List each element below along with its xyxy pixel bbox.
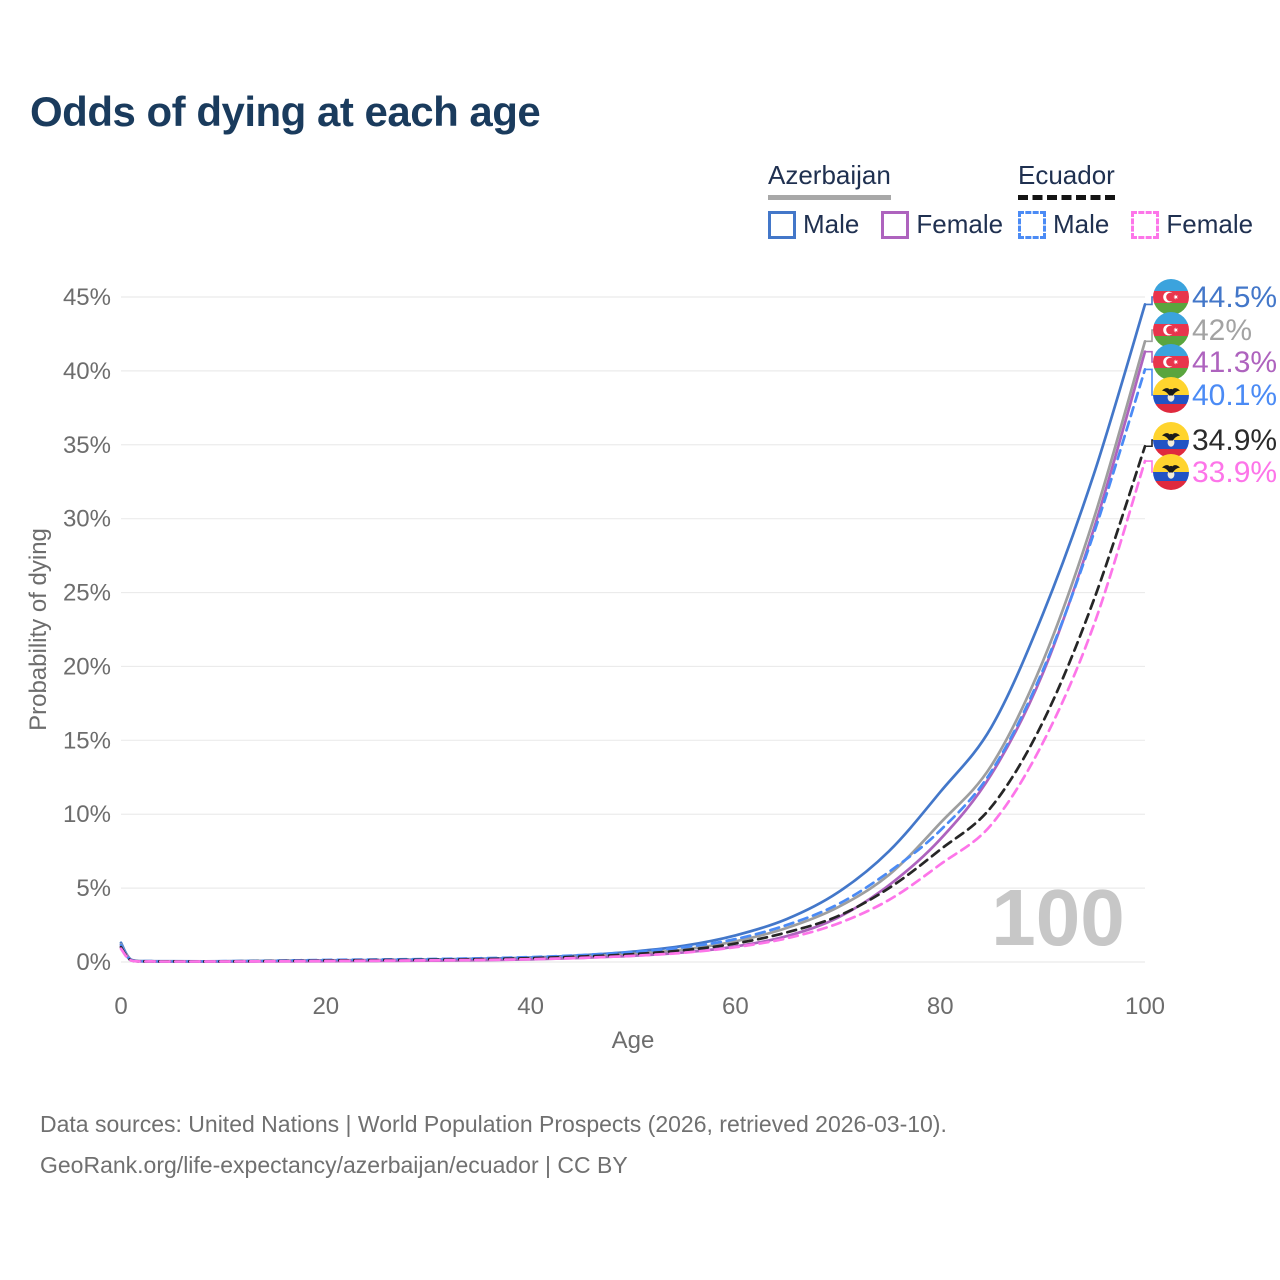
ecuador-male-swatch-icon bbox=[1018, 210, 1046, 239]
attribution-text: GeoRank.org/life-expectancy/azerbaijan/e… bbox=[40, 1152, 628, 1178]
legend-ecuador: Ecuador Male Female bbox=[1018, 160, 1253, 240]
azerbaijan-flag-icon bbox=[1153, 312, 1189, 348]
y-axis-title: Probability of dying bbox=[25, 528, 52, 731]
legend-item-azerbaijan-female[interactable]: Female bbox=[881, 209, 1003, 240]
y-tick-label: 30% bbox=[63, 506, 111, 533]
y-tick-label: 20% bbox=[63, 653, 111, 680]
ecuador-flag-icon bbox=[1153, 454, 1189, 490]
page-title: Odds of dying at each age bbox=[30, 88, 541, 135]
legend-azerbaijan: Azerbaijan Male Female bbox=[768, 160, 1003, 240]
series-line-ec-female bbox=[119, 459, 1147, 963]
x-tick-label: 60 bbox=[722, 993, 749, 1020]
x-tick-label: 100 bbox=[1125, 993, 1165, 1020]
legend-label-ecuador-male: Male bbox=[1053, 209, 1110, 239]
azerbaijan-flag-icon bbox=[1153, 279, 1189, 315]
chart-footer: Data sources: United Nations | World Pop… bbox=[40, 1104, 947, 1186]
leader-line-ec-female bbox=[1145, 460, 1153, 473]
y-tick-label: 25% bbox=[63, 580, 111, 607]
ecuador-flag-icon bbox=[1153, 422, 1189, 458]
series-line-az-female bbox=[119, 350, 1147, 963]
x-tick-label: 80 bbox=[927, 993, 954, 1020]
y-tick-label: 35% bbox=[63, 432, 111, 459]
legend-azerbaijan-title: Azerbaijan bbox=[768, 160, 891, 200]
legend-ecuador-title: Ecuador bbox=[1018, 160, 1115, 200]
end-label-az-all: 42% bbox=[1192, 314, 1252, 347]
data-source-text: Data sources: United Nations | World Pop… bbox=[40, 1111, 947, 1137]
y-tick-label: 10% bbox=[63, 801, 111, 828]
end-label-az-male: 44.5% bbox=[1192, 281, 1277, 314]
end-label-ec-female: 33.9% bbox=[1192, 456, 1277, 489]
azerbaijan-male-swatch-icon bbox=[768, 210, 796, 239]
leader-line-az-male bbox=[1145, 296, 1153, 306]
end-label-az-female: 41.3% bbox=[1192, 346, 1277, 379]
y-tick-label: 0% bbox=[76, 949, 111, 976]
leader-line-ec-male bbox=[1145, 368, 1153, 396]
end-label-ec-male: 40.1% bbox=[1192, 379, 1277, 412]
y-tick-label: 15% bbox=[63, 727, 111, 754]
x-tick-label: 0 bbox=[114, 993, 127, 1020]
x-tick-label: 40 bbox=[517, 993, 544, 1020]
series-line-az-all bbox=[119, 339, 1147, 963]
legend-item-ecuador-female[interactable]: Female bbox=[1131, 209, 1253, 240]
ecuador-female-swatch-icon bbox=[1131, 210, 1160, 239]
end-label-ec-all: 34.9% bbox=[1192, 424, 1277, 457]
leader-line-az-female bbox=[1145, 350, 1153, 363]
ecuador-flag-icon bbox=[1153, 377, 1189, 413]
x-tick-label: 20 bbox=[312, 993, 339, 1020]
legend-label-azerbaijan-male: Male bbox=[803, 209, 860, 239]
y-tick-label: 5% bbox=[76, 875, 111, 902]
azerbaijan-female-swatch-icon bbox=[881, 210, 910, 239]
legend-item-ecuador-male[interactable]: Male bbox=[1018, 209, 1109, 240]
age-watermark: 100 bbox=[991, 873, 1124, 962]
legend-item-azerbaijan-male[interactable]: Male bbox=[768, 209, 859, 240]
legend-label-azerbaijan-female: Female bbox=[916, 209, 1004, 239]
legend-label-ecuador-female: Female bbox=[1166, 209, 1254, 239]
x-axis-title: Age bbox=[612, 1027, 655, 1054]
y-tick-label: 40% bbox=[63, 358, 111, 385]
series-line-az-male bbox=[119, 303, 1147, 963]
azerbaijan-flag-icon bbox=[1153, 344, 1189, 380]
leader-line-ec-all bbox=[1145, 439, 1153, 448]
leader-line-az-all bbox=[1145, 329, 1153, 343]
y-tick-label: 45% bbox=[63, 284, 111, 311]
